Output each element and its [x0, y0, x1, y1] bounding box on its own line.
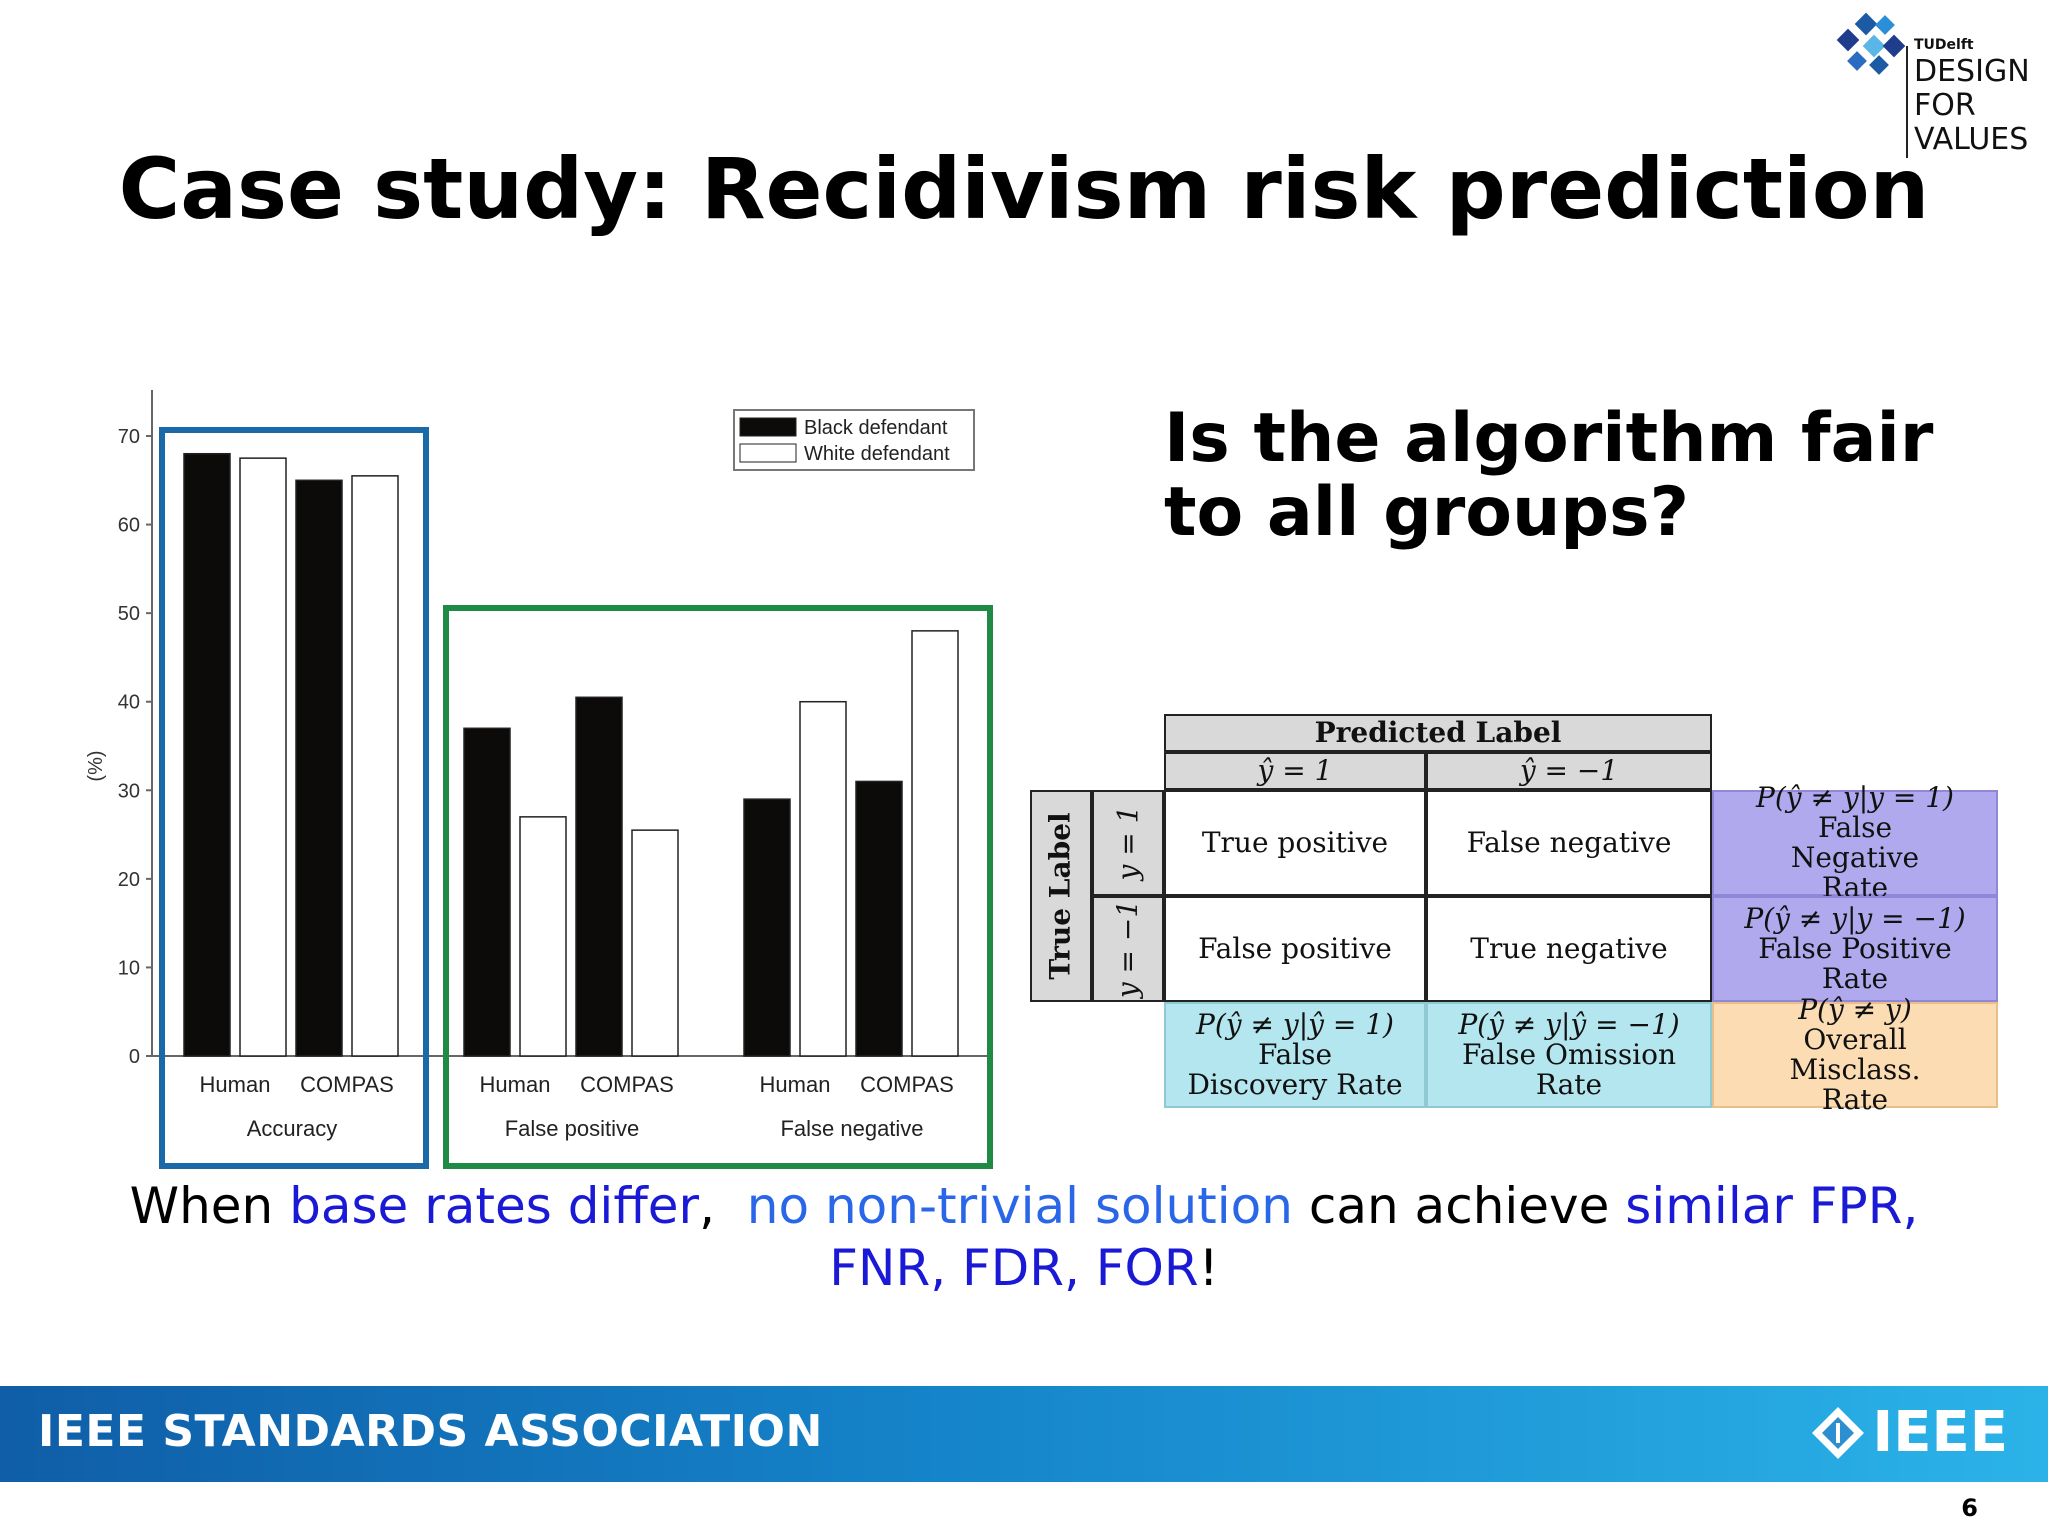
logo-flower-icon	[1836, 12, 1906, 75]
for-name: False Omission Rate	[1461, 1038, 1677, 1101]
x-tick-label: Human	[760, 1072, 831, 1097]
bar-false-negative-human-white	[799, 700, 847, 1057]
cell-false-negative: False negative	[1426, 790, 1712, 896]
ieee-diamond-icon	[1812, 1406, 1865, 1459]
overall-misclassification-rate-cell: P(ŷ ≠ y) Overall Misclass. Rate	[1712, 995, 1998, 1115]
bar-false-negative-compas-black	[855, 780, 903, 1057]
row-label-negative-cell: y = −1	[1092, 896, 1164, 1002]
for-formula: P(ŷ ≠ y|ŷ = −1)	[1458, 1008, 1680, 1041]
logo-line-2: FOR	[1914, 88, 1976, 123]
overall-formula: P(ŷ ≠ y)	[1798, 993, 1912, 1026]
fairness-question: Is the algorithm fair to all groups?	[1164, 399, 1934, 552]
conclusion-text: When base rates differ, no non-trivial s…	[0, 1175, 2048, 1299]
bar-accuracy-human-white	[239, 457, 287, 1057]
y-tick-label: 30	[118, 780, 140, 802]
y-tick-label: 70	[118, 426, 140, 448]
legend-swatch-black	[739, 417, 797, 437]
x-tick-label: Human	[480, 1072, 551, 1097]
group-label: Accuracy	[247, 1116, 337, 1141]
y-tick-label: 20	[118, 869, 140, 891]
y-tick-label: 50	[118, 603, 140, 625]
bar-accuracy-compas-white	[351, 475, 399, 1057]
conclusion-part-1: When	[129, 1177, 290, 1235]
footer-ieee-logo: IEEE	[1810, 1400, 2008, 1465]
conclusion-exclamation: !	[1198, 1239, 1219, 1297]
col-label-negative: ŷ = −1	[1426, 752, 1712, 790]
x-tick-label: COMPAS	[300, 1072, 394, 1097]
fnr-formula: P(ŷ ≠ y|y = 1)	[1756, 781, 1954, 814]
predicted-label-header: Predicted Label	[1164, 714, 1712, 752]
fpr-formula: P(ŷ ≠ y|y = −1)	[1744, 902, 1966, 935]
y-tick-label: 10	[118, 957, 140, 979]
x-tick-label: Human	[200, 1072, 271, 1097]
recidivism-bar-chart: 0 10 20 30 40 50 60 70 (%) Human COMPAS Accuracy Hum…	[80, 380, 1020, 1180]
legend-label-white: White defendant	[804, 443, 950, 465]
footer-banner: IEEE STANDARDS ASSOCIATION IEEE	[0, 1386, 2048, 1482]
bar-accuracy-compas-black	[295, 479, 343, 1057]
conclusion-part-3: ,	[699, 1177, 747, 1235]
conclusion-metrics: FNR, FDR, FOR	[829, 1239, 1199, 1297]
bar-chart-svg: 0 10 20 30 40 50 60 70 (%) Human COMPAS Accuracy Hum…	[85, 390, 993, 1169]
slide-title: Case study: Recidivism risk prediction	[118, 140, 1930, 238]
ieee-logo-text: IEEE	[1872, 1400, 2008, 1465]
conclusion-part-5: can achieve	[1292, 1177, 1626, 1235]
logo-line-3: VALUES	[1914, 122, 2029, 157]
fdr-name: False Discovery Rate	[1187, 1038, 1403, 1101]
bar-false-positive-compas-white	[631, 829, 679, 1057]
bar-false-positive-human-white	[519, 816, 567, 1057]
x-tick-label: COMPAS	[580, 1072, 674, 1097]
page-number: 6	[1961, 1494, 1978, 1522]
conclusion-no-solution: no non-trivial solution	[746, 1177, 1293, 1235]
logo-line-1: DESIGN	[1914, 54, 2030, 89]
fpr-name: False Positive Rate	[1758, 932, 1952, 995]
bar-false-negative-compas-white	[911, 630, 959, 1057]
fdr-formula: P(ŷ ≠ y|ŷ = 1)	[1196, 1008, 1394, 1041]
confusion-matrix-table: Predicted Label ŷ = 1 ŷ = −1 True Label …	[1030, 714, 2000, 1124]
accuracy-highlight-box	[159, 427, 429, 1169]
row-label-negative: y = −1	[1111, 899, 1145, 999]
bar-false-positive-human-black	[463, 727, 511, 1057]
conclusion-similar-fpr: similar FPR,	[1625, 1177, 1919, 1235]
true-label-header-cell: True Label	[1030, 790, 1092, 1002]
group-label: False positive	[505, 1116, 640, 1141]
cell-true-negative: True negative	[1426, 896, 1712, 1002]
bar-accuracy-human-black	[183, 452, 231, 1057]
x-tick-label: COMPAS	[860, 1072, 954, 1097]
legend-swatch-white	[739, 443, 797, 463]
group-label: False negative	[780, 1116, 923, 1141]
error-rates-highlight-box	[443, 605, 993, 1169]
y-tick-label: 40	[118, 692, 140, 714]
col-label-positive: ŷ = 1	[1164, 752, 1426, 790]
conclusion-base-rates: base rates differ	[289, 1177, 700, 1235]
row-label-positive-cell: y = 1	[1092, 790, 1164, 896]
y-axis-label: (%)	[85, 750, 107, 781]
y-tick-label: 60	[118, 515, 140, 537]
false-positive-rate-cell: P(ŷ ≠ y|y = −1) False Positive Rate	[1712, 896, 1998, 1002]
row-label-positive: y = 1	[1111, 805, 1144, 881]
false-negative-rate-cell: P(ŷ ≠ y|y = 1) False Negative Rate	[1712, 783, 1998, 903]
tudelft-design-for-values-logo: TUDelft DESIGN FOR VALUES	[1836, 12, 2036, 162]
cell-false-positive: False positive	[1164, 896, 1426, 1002]
true-label-header: True Label	[1044, 812, 1077, 980]
false-omission-rate-cell: P(ŷ ≠ y|ŷ = −1) False Omission Rate	[1426, 1002, 1712, 1108]
y-tick-label: 0	[129, 1046, 140, 1068]
bar-false-negative-human-black	[743, 798, 791, 1057]
bar-false-positive-compas-black	[575, 696, 623, 1057]
cell-true-positive: True positive	[1164, 790, 1426, 896]
logo-org: TUDelft	[1914, 37, 1974, 53]
legend-label-black: Black defendant	[804, 417, 948, 439]
overall-name: Overall Misclass. Rate	[1789, 1023, 1921, 1116]
fnr-name: False Negative Rate	[1790, 811, 1920, 904]
footer-ieee-sa-label: IEEE STANDARDS ASSOCIATION	[38, 1406, 823, 1457]
false-discovery-rate-cell: P(ŷ ≠ y|ŷ = 1) False Discovery Rate	[1164, 1002, 1426, 1108]
